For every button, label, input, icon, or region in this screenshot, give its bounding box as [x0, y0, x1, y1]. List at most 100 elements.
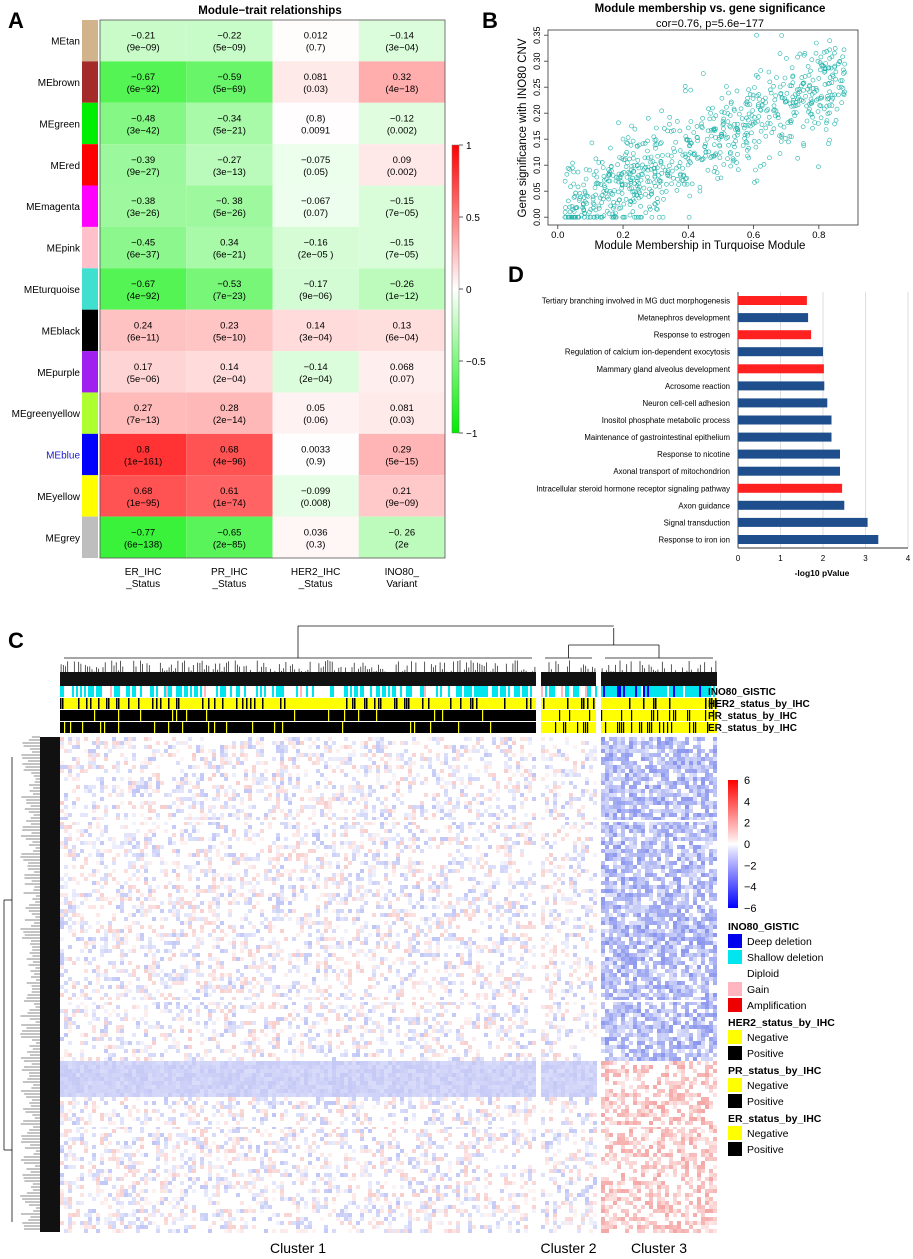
scatter-point — [789, 104, 794, 109]
heatmap-cell — [508, 901, 512, 905]
heatmap-cell — [216, 965, 220, 969]
heatmap-cell — [428, 1001, 432, 1005]
heatmap-cell — [488, 981, 492, 985]
heatmap-cell — [300, 805, 304, 809]
scatter-point — [761, 162, 767, 167]
heatmap-cell — [148, 885, 152, 889]
annotation-cell — [350, 686, 352, 697]
heatmap-cell — [116, 1005, 120, 1009]
heatmap-cell — [496, 965, 500, 969]
heatmap-cell — [316, 833, 320, 837]
heatmap-cell — [388, 949, 392, 953]
annotation-cell — [152, 686, 154, 697]
annotation-cell — [629, 698, 631, 709]
heatmap-cell — [520, 849, 524, 853]
heatmap-cell — [60, 961, 64, 965]
heatmap-cell — [288, 869, 292, 873]
heatmap-cell — [304, 921, 308, 925]
annotation-cell — [180, 686, 182, 697]
heatmap-cell — [192, 957, 196, 961]
heatmap-cell — [172, 1017, 176, 1021]
scatter-point — [652, 175, 658, 180]
heatmap-cell — [500, 749, 504, 753]
heatmap-cell — [432, 921, 436, 925]
heatmap-cell — [316, 753, 320, 757]
heatmap-cell — [292, 785, 296, 789]
heatmap-cell — [380, 933, 384, 937]
heatmap-cell — [148, 785, 152, 789]
annotation-cell — [643, 686, 645, 697]
heatmap-cell — [152, 773, 156, 777]
heatmap-cell — [484, 981, 488, 985]
heatmap-cell — [360, 869, 364, 873]
heatmap-cell — [288, 809, 292, 813]
scatter-point — [835, 61, 841, 67]
heatmap-cell — [248, 837, 252, 841]
heatmap-cell — [120, 961, 124, 965]
scatter-point — [645, 138, 650, 144]
heatmap-cell — [344, 985, 348, 989]
heatmap-cell — [308, 737, 312, 741]
heatmap-cell — [492, 777, 496, 781]
heatmap-cell — [516, 921, 520, 925]
heatmap-cell — [332, 821, 336, 825]
heatmap-cell — [408, 769, 412, 773]
heatmap-cell — [288, 757, 292, 761]
heatmap-cell — [60, 817, 64, 821]
scatter-point — [708, 110, 713, 116]
scatter-point — [742, 136, 747, 141]
scatter-point — [667, 163, 672, 169]
heatmap-cell — [240, 925, 244, 929]
heatmap-cell — [100, 797, 104, 801]
scatter-point — [669, 168, 675, 174]
heatmap-cell — [220, 749, 224, 753]
scatter-point — [627, 212, 633, 218]
heatmap-cell — [220, 765, 224, 769]
cell-correlation: 0.036 — [304, 527, 328, 538]
scatter-point — [740, 122, 746, 128]
scatter-point — [789, 65, 795, 70]
heatmap-cell — [120, 741, 124, 745]
scatter-point — [596, 160, 602, 165]
heatmap-cell — [328, 965, 332, 969]
heatmap-cell — [116, 761, 120, 765]
heatmap-cell — [168, 817, 172, 821]
heatmap-cell — [308, 785, 312, 789]
heatmap-cell — [340, 789, 344, 793]
scatter-point — [667, 115, 673, 120]
heatmap-cell — [136, 785, 140, 789]
heatmap-cell — [240, 885, 244, 889]
heatmap-cell — [288, 777, 292, 781]
annotation-cell — [182, 722, 184, 733]
heatmap-cell — [516, 1009, 520, 1013]
annotation-cell — [583, 698, 585, 709]
heatmap-cell — [280, 777, 284, 781]
heatmap-cell — [280, 745, 284, 749]
heatmap-cell — [116, 997, 120, 1001]
heatmap-cell — [436, 1013, 440, 1017]
heatmap-cell — [428, 765, 432, 769]
heatmap-cell — [524, 777, 528, 781]
heatmap-cell — [308, 933, 312, 937]
heatmap-cell — [220, 997, 224, 1001]
heatmap-cell — [380, 937, 384, 941]
heatmap-cell — [108, 873, 112, 877]
heatmap-cell — [440, 769, 444, 773]
scatter-point — [805, 86, 811, 92]
cell-correlation: (0.8) — [306, 113, 326, 124]
scatter-point — [593, 192, 599, 198]
heatmap-cell — [160, 969, 164, 973]
heatmap-cell — [496, 817, 500, 821]
heatmap-cell — [408, 821, 412, 825]
scatter-point — [800, 124, 806, 130]
heatmap-cell — [448, 841, 452, 845]
scatter-point — [744, 148, 750, 153]
module-color-swatch — [82, 392, 98, 434]
scatter-point — [630, 209, 636, 214]
heatmap-cell — [232, 753, 236, 757]
heatmap-cell — [472, 909, 476, 913]
heatmap-cell — [232, 877, 236, 881]
heatmap-cell — [448, 973, 452, 977]
heatmap-cell — [180, 769, 184, 773]
heatmap-cell — [84, 961, 88, 965]
